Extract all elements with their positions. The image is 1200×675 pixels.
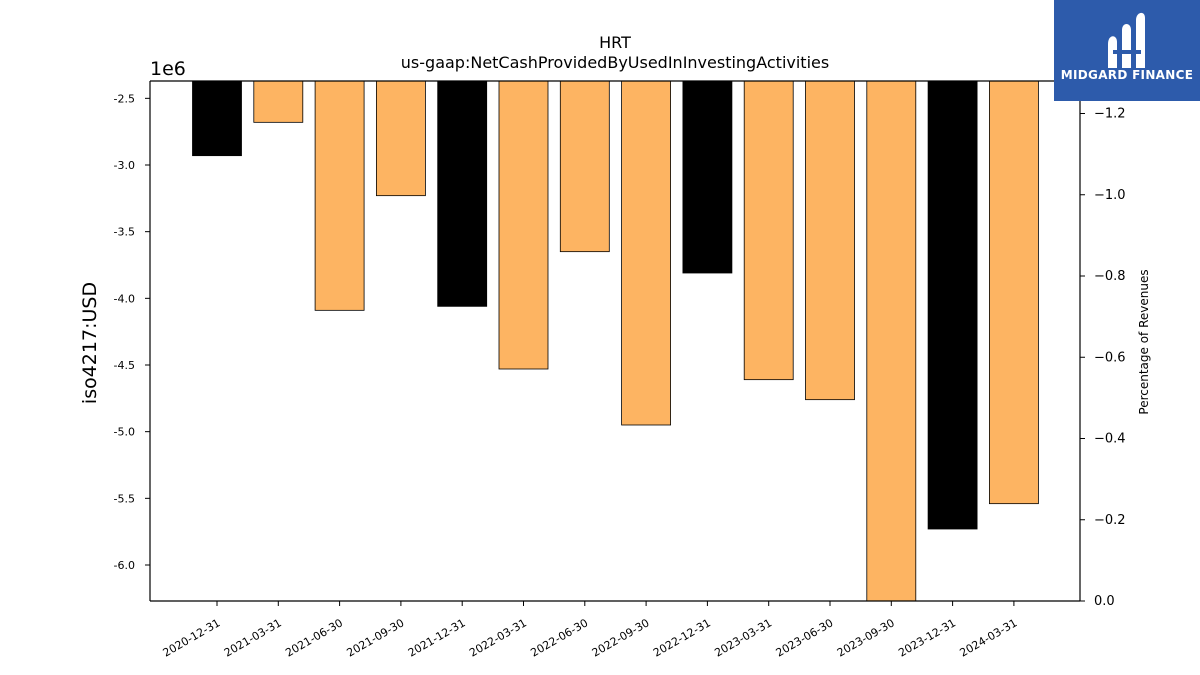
x-tick-label: 2023-12-31 bbox=[896, 616, 958, 659]
y2-tick-label: −0.6 bbox=[1094, 350, 1126, 365]
bar-2021-03-31 bbox=[253, 80, 304, 123]
bar-2021-09-30 bbox=[375, 80, 426, 197]
x-tick-label: 2021-12-31 bbox=[406, 616, 468, 659]
chart-subtitle: us-gaap:NetCashProvidedByUsedInInvesting… bbox=[401, 53, 829, 72]
y2-axis-label: Percentage of Revenues bbox=[1137, 269, 1151, 414]
x-tick-label: 2022-06-30 bbox=[528, 616, 590, 659]
bars-group bbox=[192, 80, 1039, 602]
y2-tick-label: −0.8 bbox=[1094, 269, 1126, 284]
y-tick-label: -5.0 bbox=[114, 426, 135, 439]
y-offset-label: 1e6 bbox=[150, 58, 186, 80]
bar-2022-06-30 bbox=[559, 80, 610, 253]
x-tick-label: 2022-03-31 bbox=[467, 616, 529, 659]
chart-title: HRT bbox=[599, 33, 631, 52]
bar-2022-03-31 bbox=[498, 80, 549, 370]
bar-2021-12-31 bbox=[437, 80, 488, 307]
y-tick-label: -3.0 bbox=[114, 159, 135, 172]
bar-2023-09-30 bbox=[866, 80, 917, 602]
y-tick-label: -6.0 bbox=[114, 559, 135, 572]
brand-name: MIDGARD FINANCE bbox=[1060, 68, 1194, 82]
bar-2022-12-31 bbox=[682, 80, 733, 274]
x-tick-label: 2021-09-30 bbox=[345, 616, 407, 659]
y-tick-label: -4.5 bbox=[114, 359, 135, 372]
bar-2023-06-30 bbox=[805, 80, 855, 401]
x-tick-label: 2022-09-30 bbox=[590, 616, 652, 659]
y-tick-label: -4.0 bbox=[114, 292, 135, 305]
bar-2023-03-31 bbox=[743, 80, 794, 381]
x-tick-label: 2024-03-31 bbox=[958, 616, 1020, 659]
x-tick-label: 2023-09-30 bbox=[835, 616, 897, 659]
brand-logo-icon bbox=[1108, 12, 1145, 68]
y-tick-label: -2.5 bbox=[114, 92, 135, 105]
bar-2021-06-30 bbox=[314, 80, 365, 311]
y-tick-label: -3.5 bbox=[114, 226, 135, 239]
y2-tick-label: −0.2 bbox=[1094, 513, 1126, 528]
bar-2020-12-31 bbox=[192, 80, 242, 157]
bar-2024-03-31 bbox=[989, 80, 1039, 505]
bar-2023-12-31 bbox=[927, 80, 978, 530]
y2-tick-label: −0.4 bbox=[1094, 432, 1126, 447]
y-axis-label: iso4217:USD bbox=[79, 282, 101, 404]
brand-logo: MIDGARD FINANCE bbox=[1054, 0, 1200, 101]
x-tick-label: 2021-03-31 bbox=[222, 616, 284, 659]
y2-tick-label: −1.2 bbox=[1094, 107, 1126, 122]
x-tick-label: 2021-06-30 bbox=[283, 616, 345, 659]
x-tick-label: 2022-12-31 bbox=[651, 616, 713, 659]
x-tick-label: 2020-12-31 bbox=[161, 616, 223, 659]
x-tick-label: 2023-03-31 bbox=[712, 616, 774, 659]
y-tick-label: -5.5 bbox=[114, 492, 135, 505]
y2-tick-label: 0.0 bbox=[1094, 594, 1115, 609]
y2-tick-label: −1.0 bbox=[1094, 188, 1126, 203]
x-tick-label: 2023-06-30 bbox=[774, 616, 836, 659]
bar-2022-09-30 bbox=[621, 80, 671, 426]
